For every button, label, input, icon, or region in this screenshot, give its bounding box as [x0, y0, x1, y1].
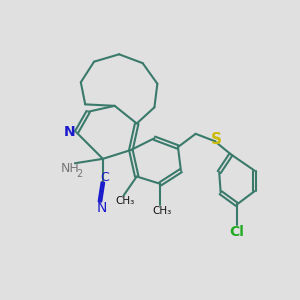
Text: CH₃: CH₃ — [152, 206, 171, 216]
Text: Cl: Cl — [230, 225, 244, 238]
Text: C: C — [100, 172, 109, 184]
Text: N: N — [96, 201, 106, 215]
Text: CH₃: CH₃ — [115, 196, 135, 206]
Text: N: N — [64, 125, 76, 139]
Text: S: S — [211, 132, 222, 147]
Text: 2: 2 — [76, 169, 83, 178]
Text: NH: NH — [61, 162, 80, 175]
